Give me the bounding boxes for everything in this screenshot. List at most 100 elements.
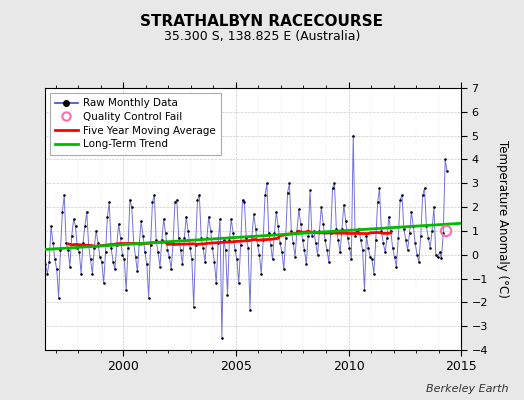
Point	[317, 204, 325, 210]
Point	[356, 237, 365, 244]
Point	[233, 256, 241, 263]
Point	[145, 294, 153, 301]
Point	[195, 192, 203, 198]
Point	[283, 190, 292, 196]
Point	[60, 192, 69, 198]
Point	[49, 240, 57, 246]
Point	[338, 225, 346, 232]
Point	[268, 256, 277, 263]
Point	[62, 240, 70, 246]
Point	[197, 235, 205, 241]
Point	[32, 264, 40, 270]
Point	[332, 225, 341, 232]
Point	[204, 214, 213, 220]
Point	[225, 237, 234, 244]
Point	[171, 199, 179, 206]
Point	[403, 247, 412, 253]
Point	[244, 244, 253, 251]
Point	[129, 240, 138, 246]
Point	[353, 228, 361, 234]
Point	[304, 232, 312, 239]
Point	[141, 249, 149, 256]
Point	[257, 270, 266, 277]
Point	[159, 216, 168, 222]
Point	[137, 218, 145, 224]
Point	[432, 252, 440, 258]
Point	[17, 232, 25, 239]
Point	[293, 228, 301, 234]
Point	[310, 228, 318, 234]
Point	[252, 225, 260, 232]
Point	[259, 237, 267, 244]
Point	[11, 244, 19, 251]
Point	[396, 197, 405, 203]
Point	[349, 132, 357, 139]
Point	[343, 235, 352, 241]
Point	[394, 235, 402, 241]
Point	[417, 232, 425, 239]
Point	[214, 240, 222, 246]
Point	[124, 244, 132, 251]
Point	[323, 247, 331, 253]
Point	[345, 244, 354, 251]
Point	[126, 197, 134, 203]
Point	[146, 242, 155, 248]
Point	[238, 197, 247, 203]
Point	[150, 192, 158, 198]
Point	[313, 252, 322, 258]
Point	[107, 244, 115, 251]
Point	[355, 225, 363, 232]
Point	[439, 230, 447, 236]
Point	[383, 235, 391, 241]
Point	[377, 228, 386, 234]
Point	[97, 259, 106, 265]
Point	[161, 230, 170, 236]
Point	[47, 223, 56, 229]
Point	[133, 268, 141, 274]
Point	[443, 168, 451, 174]
Point	[193, 197, 202, 203]
Point	[289, 240, 298, 246]
Point	[235, 280, 243, 286]
Point	[401, 237, 410, 244]
Point	[177, 247, 185, 253]
Point	[326, 230, 335, 236]
Point	[180, 235, 189, 241]
Point	[135, 240, 144, 246]
Point	[38, 216, 46, 222]
Point	[372, 237, 380, 244]
Point	[426, 244, 434, 251]
Point	[73, 244, 82, 251]
Point	[369, 270, 378, 277]
Point	[340, 202, 348, 208]
Point	[261, 192, 269, 198]
Point	[242, 235, 250, 241]
Point	[368, 256, 376, 263]
Point	[7, 240, 16, 246]
Point	[70, 216, 78, 222]
Point	[321, 237, 329, 244]
Y-axis label: Temperature Anomaly (°C): Temperature Anomaly (°C)	[496, 140, 509, 298]
Point	[25, 209, 33, 215]
Point	[358, 247, 367, 253]
Point	[442, 228, 450, 234]
Point	[216, 216, 224, 222]
Point	[90, 244, 99, 251]
Point	[94, 240, 102, 246]
Point	[255, 252, 264, 258]
Point	[26, 228, 35, 234]
Point	[366, 254, 374, 260]
Point	[351, 232, 359, 239]
Point	[270, 230, 279, 236]
Point	[172, 197, 181, 203]
Point	[212, 280, 221, 286]
Point	[143, 261, 151, 268]
Point	[111, 266, 119, 272]
Point	[36, 204, 44, 210]
Point	[120, 256, 128, 263]
Point	[319, 220, 328, 227]
Point	[118, 252, 127, 258]
Point	[148, 199, 157, 206]
Point	[56, 247, 64, 253]
Point	[223, 292, 232, 298]
